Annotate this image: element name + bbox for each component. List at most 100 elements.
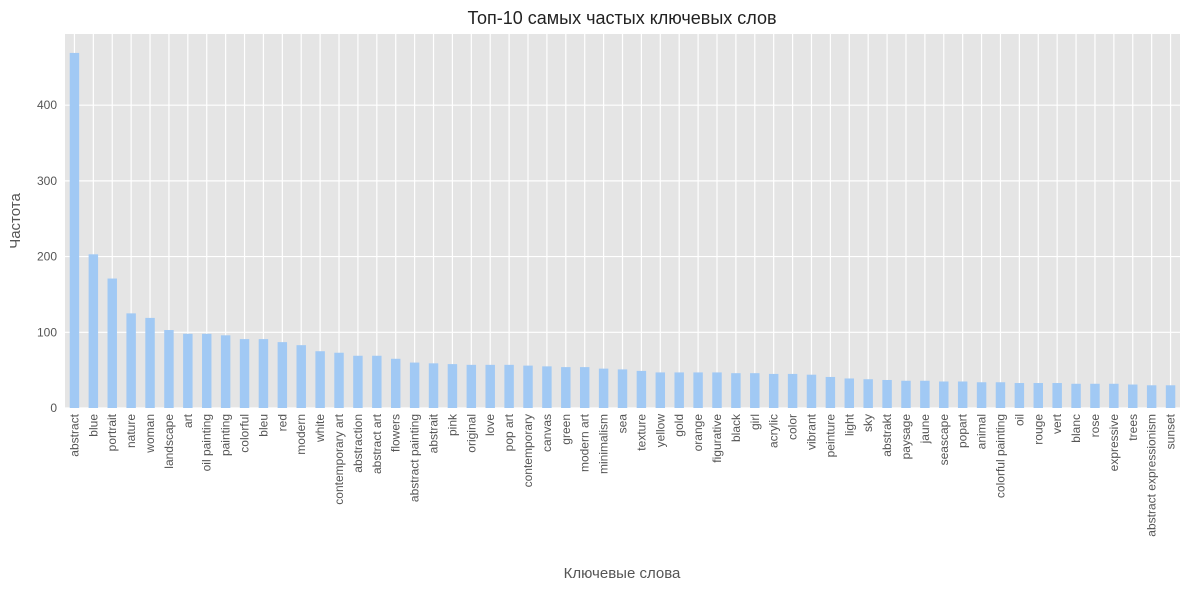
bar-abstraction [353, 355, 363, 408]
x-tick-label: trees [1126, 414, 1140, 441]
x-tick-label: bleu [256, 414, 270, 437]
bar-orange [693, 372, 703, 408]
x-tick-label: contemporary art [332, 413, 346, 504]
bar-abstract [69, 52, 80, 408]
x-tick-label: abstraction [351, 414, 365, 473]
bar-woman [145, 317, 155, 408]
x-tick-label: abstrakt [880, 413, 894, 456]
bar-light [844, 378, 855, 408]
chart-title: Топ-10 самых частых ключевых слов [467, 8, 776, 28]
x-tick-label: abstrait [427, 413, 441, 453]
bar-love [485, 364, 495, 408]
bar-pop-art [504, 364, 514, 408]
bar-texture [636, 370, 647, 408]
x-tick-label: original [464, 414, 478, 453]
x-axis-ticks: abstract blue portrait nature woman landscape… [67, 413, 1177, 537]
x-tick-label: canvas [540, 414, 554, 452]
bar-vert [1052, 383, 1062, 408]
x-tick-label: art [181, 413, 195, 428]
bar-flowers [390, 358, 401, 408]
x-tick-label: vert [1050, 413, 1064, 434]
x-tick-label: figurative [710, 414, 724, 463]
x-tick-label: modern art [578, 413, 592, 472]
x-tick-label: rose [1088, 414, 1102, 438]
y-tick-label: 400 [37, 98, 57, 112]
x-axis-label: Ключевые слова [564, 565, 681, 582]
bar-painting [220, 335, 231, 408]
x-tick-label: peinture [823, 414, 837, 458]
bar-landscape [164, 330, 174, 408]
bar-jaune [920, 380, 930, 408]
x-tick-label: oil painting [200, 414, 214, 471]
x-tick-label: seascape [937, 414, 951, 466]
x-tick-label: abstract [67, 413, 81, 456]
x-tick-label: blanc [1069, 414, 1083, 443]
bar-contemporary [523, 365, 533, 408]
bar-oil [1014, 383, 1025, 408]
bar-white [315, 351, 325, 408]
bar-trees [1128, 384, 1138, 408]
bar-expressive [1109, 383, 1119, 408]
bar-pink [447, 364, 458, 408]
x-tick-label: sea [616, 414, 630, 434]
bar-abstract-art [372, 355, 382, 408]
bar-nature [126, 313, 136, 408]
bar-canvas [542, 366, 552, 408]
bar-colorful-painting [995, 382, 1006, 408]
x-tick-label: yellow [653, 414, 667, 448]
y-tick-label: 0 [50, 401, 57, 415]
x-tick-label: paysage [899, 414, 913, 460]
bar-green [561, 367, 571, 408]
x-tick-label: popart [956, 413, 970, 448]
x-tick-label: abstract art [370, 413, 384, 474]
x-tick-label: jaune [918, 414, 932, 445]
bars [69, 52, 1176, 408]
bar-oil-painting [202, 333, 212, 408]
x-tick-label: acrylic [767, 414, 781, 448]
x-tick-label: woman [143, 414, 157, 454]
x-tick-label: modern [294, 414, 308, 455]
bar-rose [1090, 383, 1100, 408]
x-tick-label: flowers [389, 414, 403, 452]
bar-abstrait [428, 363, 439, 408]
bar-figurative [712, 372, 722, 408]
x-tick-label: black [729, 413, 743, 442]
x-tick-label: girl [748, 414, 762, 430]
x-tick-label: sunset [1164, 413, 1178, 449]
x-tick-label: white [313, 414, 327, 443]
x-tick-label: abstract painting [408, 414, 422, 502]
bar-yellow [655, 372, 666, 408]
bar-rouge [1033, 383, 1043, 408]
bar-portrait [107, 278, 117, 408]
bar-animal [976, 382, 987, 408]
bar-red [277, 342, 288, 408]
bar-gold [674, 372, 684, 408]
x-tick-label: texture [634, 414, 648, 451]
x-tick-label: green [559, 414, 573, 445]
y-axis-ticks: 0 100 200 300 400 [37, 98, 57, 415]
bar-art [183, 333, 193, 408]
x-tick-label: pop art [502, 413, 516, 451]
x-tick-label: color [786, 414, 800, 440]
bar-abstrakt [882, 379, 892, 408]
x-tick-label: colorful painting [993, 414, 1007, 498]
x-tick-label: landscape [162, 414, 176, 469]
x-tick-label: contemporary [521, 414, 535, 487]
bar-black [731, 373, 741, 408]
bar-girl [750, 373, 760, 408]
y-tick-label: 300 [37, 174, 57, 188]
y-tick-label: 200 [37, 250, 57, 264]
bar-abstract-painting [409, 362, 420, 408]
bar-contemporary-art [334, 352, 344, 408]
bar-sea [617, 369, 628, 408]
bar-minimalism [598, 368, 609, 408]
x-tick-label: rouge [1031, 414, 1045, 445]
x-tick-label: pink [445, 413, 459, 436]
x-tick-label: oil [1012, 414, 1026, 426]
x-tick-label: blue [86, 414, 100, 437]
bar-modern [296, 345, 306, 408]
bar-seascape [939, 381, 949, 408]
bar-original [466, 364, 477, 408]
bar-blue [88, 254, 99, 408]
bar-vibrant [806, 374, 817, 408]
